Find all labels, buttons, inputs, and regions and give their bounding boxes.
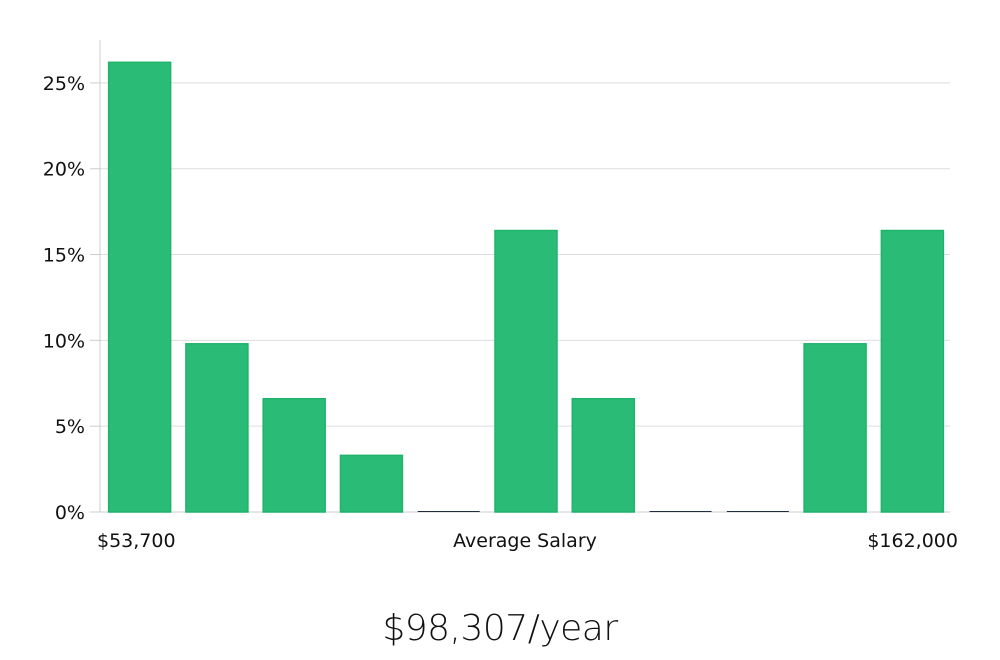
bars — [107, 61, 945, 513]
average-salary-figure: $98,307/year — [382, 608, 618, 649]
y-tick-label: 5% — [55, 416, 85, 438]
bar — [417, 511, 480, 512]
bar — [107, 61, 172, 513]
y-tick-label: 25% — [43, 73, 85, 95]
bar — [494, 229, 558, 513]
bar — [571, 397, 636, 513]
bar — [803, 343, 867, 513]
y-tick-label: 10% — [43, 330, 85, 352]
salary-histogram: 0% 5% 10% 15% 20% 25% $53,700 Average Salary … — [43, 40, 958, 552]
bar — [726, 511, 789, 512]
y-tick-label: 15% — [43, 245, 85, 267]
bar — [339, 454, 404, 513]
bar — [262, 397, 326, 513]
tick-labels: 0% 5% 10% 15% 20% 25% — [43, 73, 85, 524]
bar — [185, 343, 249, 513]
x-axis-title: Average Salary — [453, 530, 597, 552]
x-max-label: $162,000 — [867, 530, 958, 552]
bar — [649, 511, 712, 512]
bar — [880, 229, 945, 513]
y-tick-label: 0% — [55, 502, 85, 524]
x-min-label: $53,700 — [97, 530, 176, 552]
y-tick-label: 20% — [43, 159, 85, 181]
chart-svg: 0%5%10%15%20%25% $53,700 Average Salary … — [43, 40, 958, 552]
